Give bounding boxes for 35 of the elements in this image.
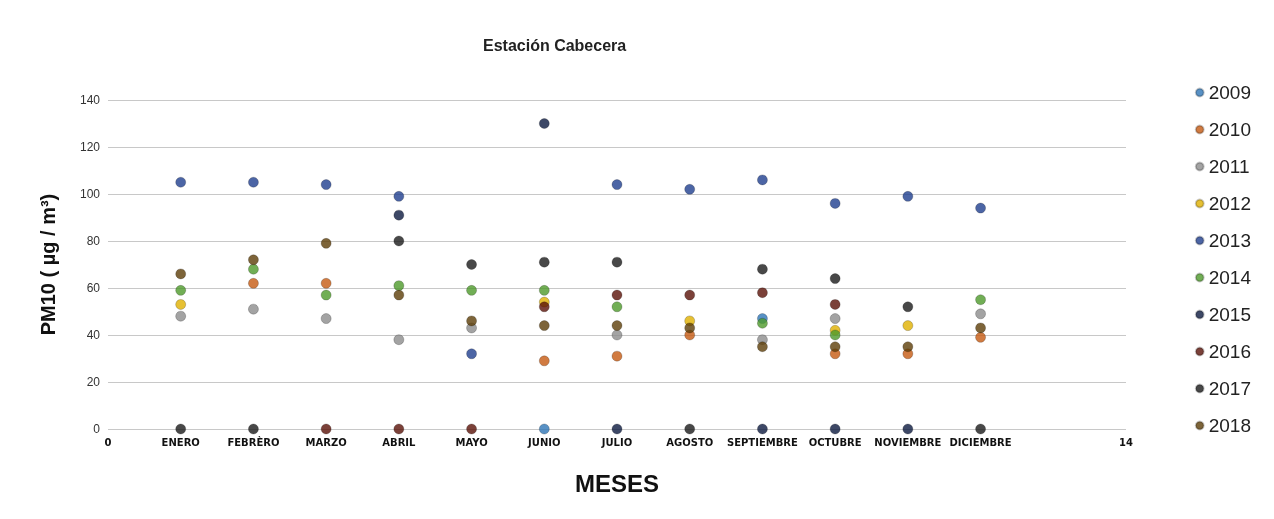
legend-label: 2013 xyxy=(1208,230,1252,251)
x-tick-label: SEPTIEMBRE xyxy=(727,436,799,448)
x-tick-label: AGOSTO xyxy=(666,436,714,448)
x-tick-label: JULIO xyxy=(600,436,633,448)
x-tick-label: 14 xyxy=(1119,436,1133,448)
y-tick-label: 0 xyxy=(93,422,101,436)
x-tick-label: OCTUBRE xyxy=(808,436,862,448)
legend-label: 2012 xyxy=(1208,193,1252,214)
legend-label: 2010 xyxy=(1208,119,1252,140)
y-axis-title: PM10 ( µg / m³) xyxy=(37,193,59,336)
y-tick-label: 20 xyxy=(86,375,101,389)
x-tick-label: MARZO xyxy=(305,436,347,448)
legend-label: 2009 xyxy=(1208,82,1252,103)
y-tick-label: 60 xyxy=(86,281,101,295)
x-axis-title: MESES xyxy=(574,469,660,497)
y-tick-label: 80 xyxy=(86,234,101,248)
legend-label: 2017 xyxy=(1208,378,1252,399)
y-tick-label: 140 xyxy=(79,93,101,107)
y-tick-label: 40 xyxy=(86,328,101,342)
x-tick-label: 0 xyxy=(104,436,112,448)
x-tick-label: ENERO xyxy=(161,436,200,448)
x-tick-label: FEBRÈRO xyxy=(227,435,280,448)
x-tick-label: DICIEMBRE xyxy=(949,436,1012,448)
y-tick-label: 120 xyxy=(79,140,101,154)
x-tick-label: NOVIEMBRE xyxy=(874,436,942,448)
legend-label: 2018 xyxy=(1208,415,1252,436)
x-tick-label: ABRIL xyxy=(382,436,417,448)
legend-label: 2014 xyxy=(1208,267,1252,288)
chart-title: Estación Cabecera xyxy=(483,36,627,54)
y-tick-label: 100 xyxy=(79,187,101,201)
x-tick-label: JUNIO xyxy=(527,436,561,448)
legend-label: 2016 xyxy=(1208,341,1252,362)
x-tick-label: MAYO xyxy=(455,436,488,448)
legend-label: 2011 xyxy=(1208,156,1250,177)
legend-label: 2015 xyxy=(1208,304,1252,325)
